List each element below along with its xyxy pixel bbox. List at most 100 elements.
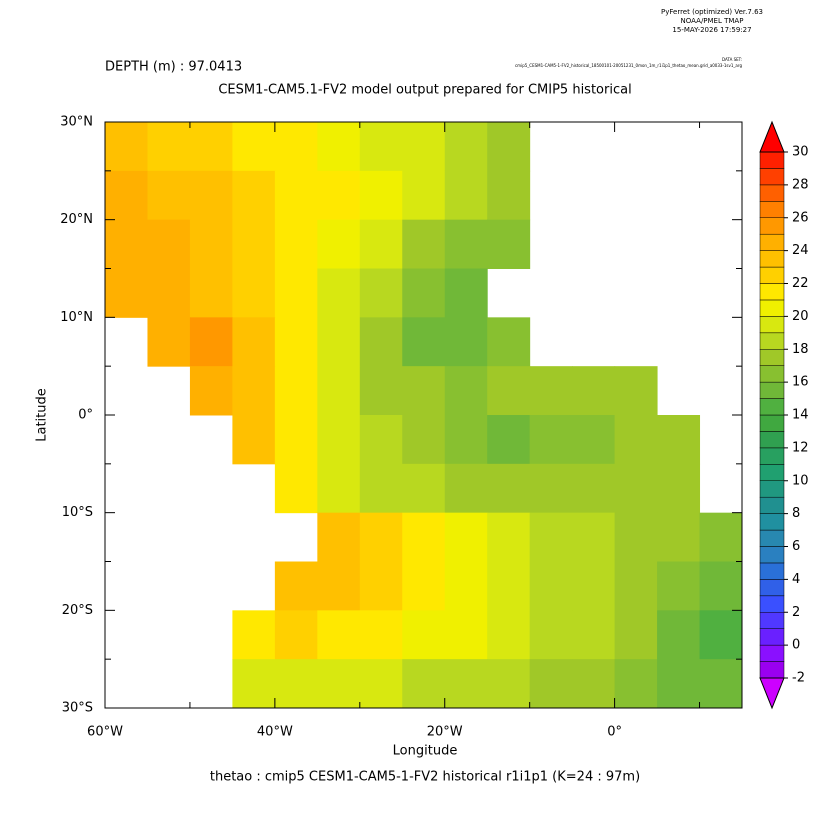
colorbar-band — [759, 316, 785, 334]
grid-cell — [529, 659, 573, 709]
colorbar-band — [759, 250, 785, 268]
grid-cell — [274, 122, 318, 172]
colorbar-label: 8 — [792, 506, 800, 521]
colorbar-label: 4 — [792, 572, 800, 587]
colorbar-label: 28 — [792, 177, 809, 192]
grid-cell — [572, 610, 616, 660]
grid-cell — [189, 317, 233, 367]
grid-cell — [657, 561, 701, 611]
grid-cell — [232, 122, 276, 172]
grid-cell — [359, 317, 403, 367]
grid-cell — [105, 170, 148, 221]
grid-cell — [317, 170, 361, 221]
colorbar-band — [759, 398, 785, 416]
y-tick-label: 30°N — [60, 115, 93, 130]
grid-cell — [274, 268, 318, 318]
y-tick-label: 30°S — [62, 701, 93, 716]
y-tick-label: 0° — [78, 408, 93, 423]
grid-cell — [232, 170, 276, 221]
grid-cell — [317, 317, 361, 367]
grid-cell — [657, 463, 701, 514]
grid-cell — [147, 268, 191, 318]
grid-cell — [487, 122, 531, 172]
colorbar-band — [759, 332, 785, 350]
colorbar-band — [759, 431, 785, 449]
grid-cell — [359, 659, 403, 709]
grid-cell — [359, 512, 403, 562]
grid-cell — [487, 219, 531, 269]
grid-cell — [487, 415, 531, 465]
grid-cell — [147, 122, 191, 172]
grid-cell — [359, 415, 403, 465]
colorbar-label: 18 — [792, 342, 809, 357]
grid-cell — [444, 512, 488, 562]
grid-cell — [274, 463, 318, 514]
grid-cell — [444, 317, 488, 367]
colorbar-band — [759, 480, 785, 498]
grid-cell — [274, 561, 318, 611]
grid-cell — [189, 170, 233, 221]
grid-cell — [359, 366, 403, 416]
grid-cell — [274, 610, 318, 660]
grid-cell — [444, 366, 488, 416]
grid-cell — [317, 512, 361, 562]
grid-cell — [147, 317, 191, 367]
colorbar-band — [759, 217, 785, 235]
colorbar-under — [759, 677, 785, 710]
grid-cell — [572, 659, 616, 709]
grid-cell — [105, 268, 148, 318]
grid-cell — [487, 463, 531, 514]
grid-cell — [317, 463, 361, 514]
colorbar-band — [759, 628, 785, 646]
grid-cell — [232, 268, 276, 318]
grid-cell — [402, 512, 446, 562]
grid-cell — [487, 366, 531, 416]
grid-cell — [105, 219, 148, 269]
grid-cell — [402, 463, 446, 514]
colorbar-label: 24 — [792, 243, 809, 258]
colorbar-band — [759, 595, 785, 613]
grid-cell — [402, 415, 446, 465]
colorbar-label: 0 — [792, 638, 800, 653]
grid-cell — [189, 268, 233, 318]
colorbar-band — [759, 496, 785, 514]
colorbar-label: 14 — [792, 408, 809, 423]
grid-cell — [402, 366, 446, 416]
grid-cell — [359, 463, 403, 514]
grid-cell — [444, 463, 488, 514]
colorbar-band — [759, 349, 785, 366]
grid-cell — [529, 366, 573, 416]
grid-cell — [317, 268, 361, 318]
grid-cell — [444, 219, 488, 269]
grid-cell — [614, 366, 658, 416]
colorbar-label: 22 — [792, 276, 809, 291]
grid-cell — [614, 463, 658, 514]
grid-cell — [614, 415, 658, 465]
colorbar-label: 6 — [792, 539, 800, 554]
grid-cell — [274, 317, 318, 367]
chart-title: CESM1-CAM5.1-FV2 model output prepared f… — [218, 83, 631, 98]
grid-cell — [232, 219, 276, 269]
grid-cell — [614, 659, 658, 709]
x-tick-label: 20°W — [427, 725, 463, 740]
grid-cell — [487, 659, 531, 709]
y-tick-label: 10°S — [62, 505, 93, 520]
grid-cell — [189, 366, 233, 416]
x-tick-label: 0° — [607, 725, 622, 740]
grid-cell — [402, 317, 446, 367]
grid-cell — [572, 415, 616, 465]
x-tick-label: 60°W — [87, 725, 123, 740]
colorbar-band — [759, 283, 785, 301]
colorbar-band — [759, 365, 785, 383]
grid-cell — [572, 561, 616, 611]
grid-cell — [487, 170, 531, 221]
grid-cell — [317, 561, 361, 611]
colorbar-band — [759, 381, 785, 399]
y-tick-label: 10°N — [60, 310, 93, 325]
grid-cell — [699, 659, 743, 709]
grid-cell — [487, 317, 531, 367]
grid-cell — [444, 415, 488, 465]
colorbar-band — [759, 266, 785, 284]
grid-cell — [529, 463, 573, 514]
